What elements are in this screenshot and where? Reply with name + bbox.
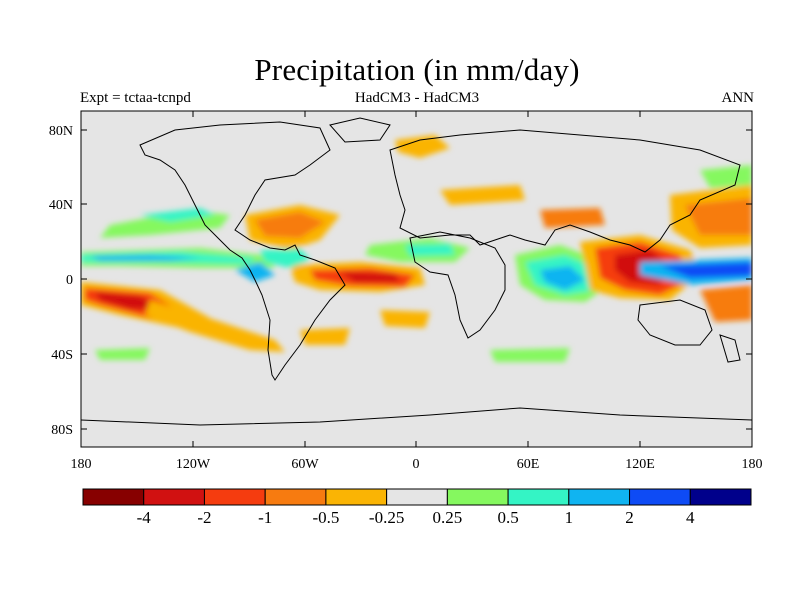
colorbar-box [446, 488, 509, 506]
australia-coast [637, 299, 713, 346]
west-pacific-wet-core [660, 262, 752, 278]
colorbar-box [264, 488, 327, 506]
colorbar-box [325, 488, 388, 506]
nw-pacific-dry-core [685, 198, 752, 235]
map-title: Precipitation (in mm/day) [254, 52, 580, 87]
experiment-label: Expt = tctaa-tcnpd [80, 90, 191, 106]
colorbar-label: -1 [258, 508, 272, 527]
colorbar-boxes [82, 488, 752, 506]
americas-coast [139, 121, 346, 381]
pacific-itcz-max [90, 255, 200, 261]
europe-dry-patch [440, 185, 525, 205]
colorbar: -4 -2 -1 -0.5 -0.25 0.25 0.5 1 2 4 [82, 488, 752, 527]
colorbar-label: 0.5 [497, 508, 518, 527]
colorbar-label: -4 [137, 508, 152, 527]
gulf-dry-core [255, 212, 325, 238]
south-pacific-dry-max [95, 292, 165, 310]
lat-label-40n: 40N [49, 198, 73, 213]
lon-label-60w: 60W [291, 457, 319, 472]
model-label: HadCM3 - HadCM3 [354, 90, 480, 106]
colorbar-labels: -4 -2 -1 -0.5 -0.25 0.25 0.5 1 2 4 [137, 508, 695, 527]
south-america-wet [260, 248, 310, 268]
lon-label-180-east: 180 [742, 457, 763, 472]
colorbar-box [689, 488, 752, 506]
lat-label-0: 0 [66, 273, 73, 288]
colorbar-box [386, 488, 448, 506]
colorbar-box [629, 488, 691, 506]
coastlines [81, 117, 752, 426]
lon-label-60e: 60E [517, 457, 540, 472]
colorbar-label: -0.5 [312, 508, 339, 527]
latitude-axis: 80N 40N 0 40S 80S [49, 124, 752, 438]
south-atlantic-dry-patch [380, 310, 430, 328]
colorbar-box [203, 488, 266, 506]
indian-ocean-wet-core [540, 266, 585, 290]
east-pacific-wet [235, 262, 275, 282]
colorbar-label: 4 [686, 508, 695, 527]
lon-label-180-west: 180 [71, 457, 92, 472]
lon-label-0: 0 [413, 457, 420, 472]
lon-label-120e: 120E [625, 457, 655, 472]
south-asia-dry-patch [540, 208, 605, 228]
north-pacific-wet-core [140, 208, 215, 222]
south-pacific-east-dry [700, 285, 752, 322]
south-pacific-wet-patch [95, 348, 150, 360]
atlantic-itcz-core [405, 244, 455, 256]
lat-label-80s: 80S [51, 423, 73, 438]
antarctica-coast [81, 407, 752, 426]
colorbar-label: -2 [197, 508, 211, 527]
spcz-dry-band [145, 300, 285, 352]
eurasia-coast [389, 129, 741, 253]
colorbar-label: 0.25 [432, 508, 462, 527]
greenland-coast [329, 117, 391, 143]
south-america-dry-patch [300, 328, 350, 345]
precipitation-field [81, 111, 752, 447]
lon-label-120w: 120W [176, 457, 211, 472]
colorbar-label: -0.25 [369, 508, 404, 527]
new-zealand-coast [719, 334, 741, 363]
colorbar-label: 2 [625, 508, 634, 527]
north-atlantic-dry-patch [395, 135, 450, 158]
colorbar-box [568, 488, 631, 506]
season-label: ANN [721, 90, 755, 106]
longitude-axis: 180 120W 60W 0 60E 120E 180 [71, 111, 763, 472]
tropical-atlantic-dry-max [340, 272, 400, 282]
africa-coast [409, 231, 506, 339]
colorbar-box [507, 488, 570, 506]
colorbar-box [143, 488, 205, 506]
colorbar-label: 1 [565, 508, 574, 527]
lat-label-40s: 40S [51, 348, 73, 363]
lat-label-80n: 80N [49, 124, 73, 139]
colorbar-box [82, 488, 145, 506]
south-indian-wet-patch [490, 348, 570, 362]
